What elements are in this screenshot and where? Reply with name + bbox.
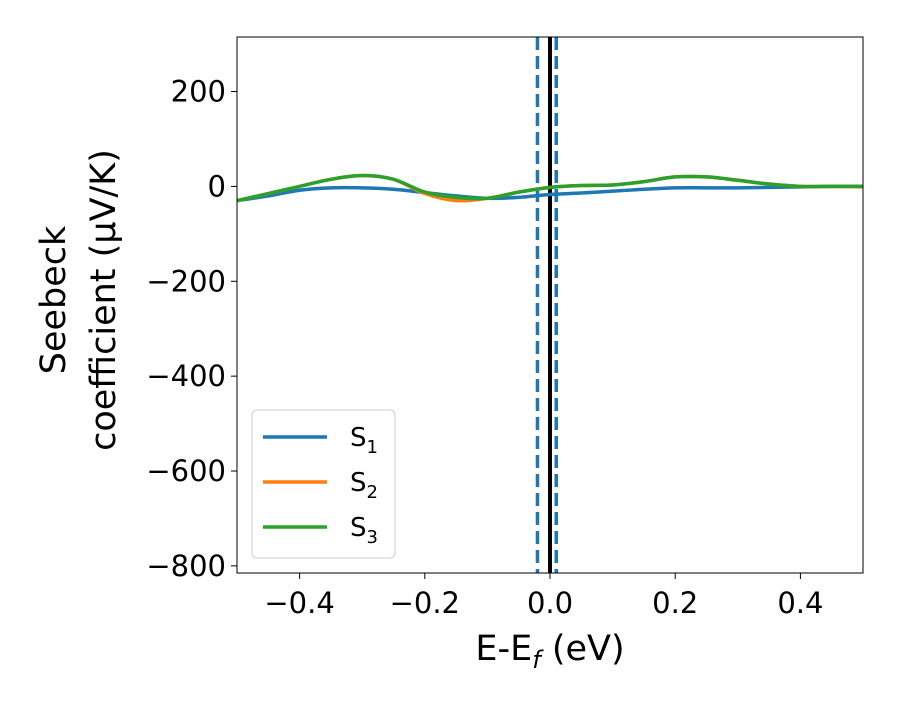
x-tick-label: 0.0 [527,586,573,620]
legend-label-S2: S2 [350,468,378,503]
y-tick-label: −600 [146,454,226,488]
x-tick-label: −0.2 [390,586,460,620]
y-tick-label: −200 [146,264,226,298]
legend-box [251,409,396,559]
legend: S1 S2 S3 [251,409,396,559]
y-axis-title-line1: Seebeck [34,225,74,374]
series-line-S3 [237,173,863,203]
y-tick-label: 200 [171,75,226,109]
x-axis-title: E-Ef (eV) [475,629,624,674]
x-tick-label: −0.4 [264,586,334,620]
series-lines [237,173,863,203]
y-tick-label: 0 [208,169,226,203]
x-axis-ticks: −0.4 −0.2 0.0 0.2 0.4 [264,573,823,620]
y-axis-title: Seebeck coefficient (μV/K) [34,149,124,451]
legend-label-S1: S1 [350,423,378,458]
x-tick-label: 0.2 [652,586,698,620]
legend-label-S3: S3 [350,513,378,548]
x-tick-label: 0.4 [777,586,823,620]
y-tick-label: −400 [146,359,226,393]
y-tick-label: −800 [146,549,226,583]
y-axis-title-line2: coefficient (μV/K) [84,149,124,451]
y-axis-ticks: 200 0 −200 −400 −600 −800 [146,75,237,583]
series-line-S1 [237,184,863,203]
vertical-lines [535,37,559,573]
